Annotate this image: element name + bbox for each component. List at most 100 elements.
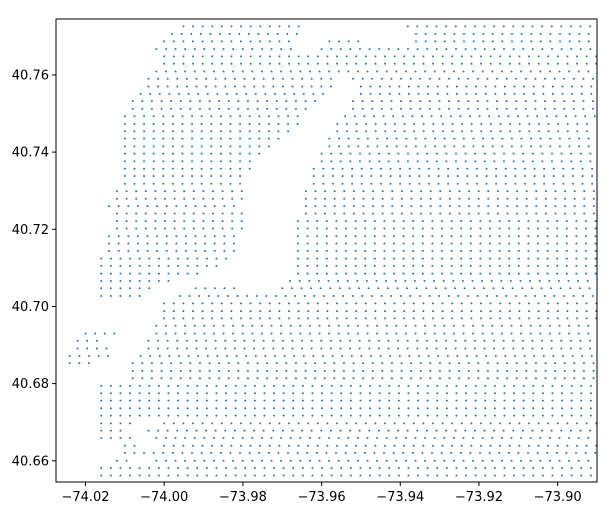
scatter-point (551, 392, 554, 395)
scatter-point (201, 40, 204, 43)
scatter-point (589, 25, 592, 28)
scatter-point (437, 175, 440, 178)
scatter-point (232, 242, 235, 245)
scatter-point (195, 429, 198, 432)
scatter-point (420, 212, 423, 215)
scatter-point (525, 190, 528, 193)
scatter-point (522, 48, 525, 51)
scatter-point (489, 122, 492, 125)
scatter-point (532, 392, 535, 395)
scatter-point (517, 249, 520, 252)
scatter-point (138, 384, 141, 387)
scatter-point (167, 272, 170, 275)
scatter-point (326, 62, 329, 65)
scatter-point (291, 339, 294, 342)
scatter-point (464, 25, 467, 28)
scatter-point (259, 40, 262, 43)
scatter-point (446, 92, 449, 95)
scatter-point (176, 77, 179, 80)
scatter-point (514, 295, 517, 298)
scatter-point (390, 107, 393, 110)
scatter-point (129, 437, 132, 440)
scatter-point (560, 152, 563, 155)
scatter-point (205, 407, 208, 410)
scatter-point (417, 392, 420, 395)
scatter-point (510, 70, 513, 73)
scatter-point (550, 287, 553, 290)
scatter-point (343, 212, 346, 215)
scatter-point (100, 474, 103, 477)
scatter-point (532, 92, 535, 95)
scatter-point (460, 227, 463, 230)
scatter-point (583, 197, 586, 200)
scatter-point (480, 62, 483, 65)
scatter-point (420, 115, 423, 118)
scatter-point (288, 444, 290, 447)
scatter-point (499, 444, 502, 447)
scatter-point (502, 287, 505, 290)
scatter-point (520, 137, 523, 140)
scatter-point (289, 324, 292, 327)
scatter-point (524, 100, 527, 103)
scatter-point (584, 227, 587, 230)
scatter-point (409, 77, 412, 80)
scatter-point (347, 137, 350, 140)
scatter-point (133, 444, 136, 447)
scatter-point (424, 324, 427, 327)
scatter-point (488, 264, 491, 267)
scatter-point (424, 70, 427, 73)
scatter-point (499, 130, 502, 133)
scatter-point (383, 257, 386, 260)
scatter-point (119, 295, 122, 298)
scatter-point (493, 339, 496, 342)
scatter-point (374, 130, 377, 133)
scatter-point (445, 25, 448, 28)
scatter-point (356, 332, 359, 335)
scatter-point (506, 205, 509, 208)
scatter-point (438, 295, 441, 298)
scatter-point (568, 332, 571, 335)
scatter-point (221, 227, 224, 230)
scatter-point (436, 414, 439, 417)
scatter-point (204, 235, 207, 238)
scatter-point (573, 197, 576, 200)
scatter-point (275, 362, 278, 365)
scatter-point (575, 264, 578, 267)
scatter-point (232, 324, 235, 327)
scatter-point (448, 369, 451, 372)
scatter-point (352, 369, 355, 372)
scatter-point (589, 48, 592, 51)
scatter-point (416, 160, 419, 163)
scatter-point (185, 339, 188, 342)
scatter-point (192, 62, 194, 65)
scatter-point (201, 55, 204, 58)
scatter-point (119, 257, 122, 260)
scatter-point (585, 130, 588, 133)
scatter-point (162, 452, 165, 455)
scatter-point (369, 392, 372, 395)
scatter-point (192, 317, 194, 320)
scatter-point (162, 182, 165, 185)
scatter-point (150, 362, 153, 365)
scatter-point (392, 264, 395, 267)
scatter-point (152, 160, 155, 163)
scatter-point (314, 369, 317, 372)
scatter-point (469, 227, 472, 230)
scatter-point (544, 212, 547, 215)
scatter-point (402, 272, 405, 275)
scatter-point (376, 332, 379, 335)
scatter-point (387, 429, 390, 432)
scatter-point (162, 137, 165, 140)
scatter-point (310, 347, 313, 350)
scatter-point (138, 264, 141, 267)
x-axis: −74.02 −74.00 −73.98 −73.96 −73.94 −73.92 −73.… (61, 482, 582, 505)
scatter-point (378, 467, 381, 470)
scatter-point (109, 392, 112, 395)
scatter-point (568, 324, 571, 327)
scatter-point (173, 197, 176, 200)
scatter-point (182, 40, 185, 43)
scatter-point (397, 160, 400, 163)
scatter-point (324, 197, 327, 200)
scatter-point (505, 77, 508, 80)
scatter-point (377, 339, 380, 342)
